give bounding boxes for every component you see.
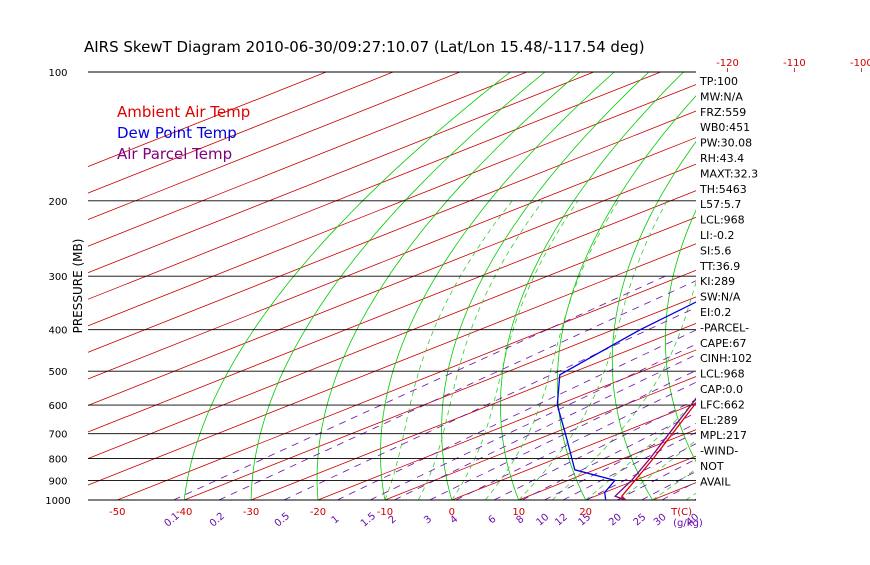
index-entry: NOT [700, 460, 724, 473]
isotherm-line [0, 72, 728, 500]
isotherm-line [452, 72, 870, 500]
index-entry: CAPE:67 [700, 337, 747, 350]
legend-dewpoint: Dew Point Temp [117, 124, 237, 142]
index-entry: SI:5.6 [700, 244, 731, 257]
moist-adiabat-line [385, 201, 512, 500]
mixing-ratio-tick-label: 12 [553, 512, 570, 529]
dry-adiabat-line [557, 72, 718, 500]
isotherm-line [385, 72, 870, 500]
index-entry: AVAIL [700, 475, 731, 488]
mixing-ratio-line [394, 276, 861, 500]
mixing-ratio-tick-label: 3 [422, 514, 434, 527]
legend-parcel: Air Parcel Temp [117, 145, 232, 163]
mixing-ratio-line [494, 276, 870, 500]
isotherm-line [786, 72, 870, 500]
index-entry: LFC:662 [700, 398, 745, 411]
isotherm-line [318, 72, 870, 500]
dry-adiabat-line [862, 72, 870, 500]
mixing-ratio-tick-label: 20 [607, 512, 624, 529]
mixing-ratio-tick-label: 0.5 [273, 511, 292, 530]
mixing-ratio-line [370, 276, 840, 500]
moist-adiabat-line [418, 201, 543, 500]
bottom-temp-tick-label: 10 [512, 507, 525, 518]
index-entry: MAXT:32.3 [700, 167, 758, 180]
dry-adiabat-line [251, 72, 545, 500]
chart-title: AIRS SkewT Diagram 2010-06-30/09:27:10.0… [84, 38, 645, 56]
mixing-ratio-tick-label: 10 [534, 512, 551, 529]
index-entry: CAP:0.0 [700, 383, 743, 396]
bottom-temp-unit-label: T(C) [670, 507, 692, 518]
index-entry: L57:5.7 [700, 198, 741, 211]
pressure-tick-label: 300 [48, 272, 67, 283]
index-entry: LI:-0.2 [700, 229, 735, 242]
mixing-ratio-line [284, 276, 764, 500]
index-entry: TT:36.9 [699, 260, 740, 273]
index-entry: -PARCEL- [700, 321, 749, 334]
index-entry: LCL:968 [700, 214, 745, 227]
mixing-ratio-tick-label: 0.2 [208, 511, 227, 530]
bottom-temp-tick-label: -40 [176, 507, 192, 518]
mixing-ratio-tick-label: 1.5 [359, 511, 378, 530]
mixing-ratio-line [642, 276, 870, 500]
isotherm-line [0, 72, 594, 500]
top-temp-tick-label: -110 [783, 58, 806, 69]
mixing-ratio-tick-label: 30 [652, 512, 669, 529]
moist-adiabat-line [653, 201, 870, 500]
pressure-tick-label: 700 [48, 430, 67, 441]
pressure-tick-label: 200 [48, 197, 67, 208]
index-entry: RH:43.4 [700, 152, 744, 165]
top-temp-tick-label: -100 [850, 58, 870, 69]
index-entry: FRZ:559 [700, 106, 746, 119]
index-entry: -WIND- [700, 445, 738, 458]
bottom-temp-tick-label: 20 [579, 507, 592, 518]
index-entry: KI:289 [700, 275, 735, 288]
y-axis-label: PRESSURE (MB) [71, 239, 85, 334]
isotherm-line [853, 72, 870, 500]
legend-ambient: Ambient Air Temp [117, 103, 250, 121]
bottom-temp-tick-label: -50 [109, 507, 125, 518]
mixing-ratio-tick-label: 1 [330, 514, 342, 527]
top-temp-tick-label: -120 [716, 58, 739, 69]
pressure-tick-label: 900 [48, 476, 67, 487]
bottom-temp-tick-label: -30 [243, 507, 259, 518]
index-entry: SW:N/A [700, 291, 741, 304]
dry-adiabat-line [815, 72, 870, 500]
index-entry: MW:N/A [700, 90, 743, 103]
index-entry: CINH:102 [700, 352, 752, 365]
mixing-ratio-line [662, 276, 870, 500]
mixing-ratio-line [174, 276, 666, 500]
index-entry: WB0:451 [700, 121, 750, 134]
pressure-tick-label: 500 [48, 367, 67, 378]
index-entry: LCL:968 [700, 368, 745, 381]
mixing-ratio-tick-label: 6 [486, 514, 498, 527]
pressure-tick-label: 100 [48, 68, 67, 79]
index-entry: EI:0.2 [700, 306, 731, 319]
dry-adiabat-line [317, 72, 579, 500]
bottom-temp-tick-label: -20 [310, 507, 326, 518]
bottom-temp-tick-label: 0 [449, 507, 455, 518]
pressure-tick-label: 1000 [45, 496, 70, 507]
mixing-ratio-line [430, 276, 870, 500]
pressure-tick-label: 600 [48, 401, 67, 412]
bottom-temp-tick-label: -10 [377, 507, 393, 518]
pressure-tick-label: 800 [48, 455, 67, 466]
index-entry: TH:5463 [699, 183, 747, 196]
mixing-ratio-unit-label: (g/kg) [673, 518, 703, 529]
dry-adiabat-line [767, 72, 857, 500]
mixing-ratio-line [617, 276, 870, 500]
index-entry: PW:30.08 [700, 137, 752, 150]
dry-adiabat-line [381, 72, 615, 500]
mixing-ratio-tick-label: 25 [632, 512, 649, 529]
moist-adiabat-line [519, 201, 667, 500]
index-entry: EL:289 [700, 414, 738, 427]
index-entry: TP:100 [699, 75, 738, 88]
index-entry: MPL:217 [700, 429, 747, 442]
pressure-tick-label: 400 [48, 326, 67, 337]
